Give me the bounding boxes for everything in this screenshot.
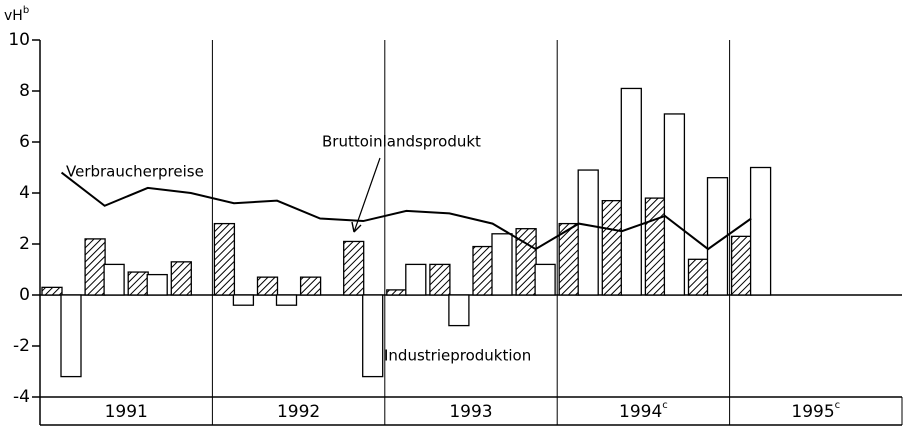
y-label: vH — [4, 8, 23, 24]
bar — [170, 261, 192, 296]
bar — [213, 222, 236, 296]
year-label: 1994c — [619, 400, 668, 422]
bar — [601, 199, 623, 296]
bar — [299, 276, 322, 296]
line — [60, 171, 752, 251]
annotation-arrow — [353, 157, 381, 233]
bar — [620, 87, 642, 296]
bar — [491, 233, 513, 296]
bar — [730, 235, 753, 296]
year-label: 1993 — [449, 402, 492, 422]
year-text: 1992 — [277, 402, 320, 422]
year-text: 1993 — [449, 402, 492, 422]
series-label: Bruttoinlandsprodukt — [322, 133, 481, 151]
series-label: Verbraucherpreise — [66, 163, 204, 181]
arrow-head — [351, 221, 362, 233]
bar — [644, 197, 667, 296]
y-tick-label: 4 — [19, 183, 30, 203]
bar — [749, 166, 772, 296]
bar — [577, 169, 599, 296]
year-sup: c — [662, 400, 668, 411]
year-label: 1991 — [105, 402, 148, 422]
y-tick-label: 8 — [19, 81, 30, 101]
y-tick-label: -2 — [13, 336, 30, 356]
bar — [663, 113, 686, 296]
bar — [405, 263, 427, 296]
bar — [275, 294, 298, 306]
y-tick-label: 0 — [19, 285, 30, 305]
y-tick-label: 10 — [8, 30, 30, 50]
year-text: 1995 — [791, 402, 834, 422]
bar — [103, 263, 125, 296]
bar — [146, 273, 168, 296]
series-label: Industrieproduktion — [384, 347, 531, 365]
bar — [60, 294, 82, 378]
y-tick-label: 6 — [19, 132, 30, 152]
y-tick-label: 2 — [19, 234, 30, 254]
year-text: 1991 — [105, 402, 148, 422]
bar — [41, 286, 63, 296]
y-tick-label: -4 — [13, 387, 30, 407]
bar — [472, 245, 494, 296]
bar — [448, 294, 470, 327]
bar — [534, 263, 556, 296]
bar — [343, 240, 365, 296]
bar — [127, 271, 149, 296]
year-label: 1992 — [277, 402, 320, 422]
bar — [84, 238, 106, 296]
bar — [362, 294, 384, 378]
bar — [386, 289, 408, 296]
y-axis-label: vHb — [4, 5, 29, 24]
y-label-sup: b — [23, 5, 29, 16]
bar — [429, 263, 451, 296]
bar — [232, 294, 255, 306]
year-label: 1995c — [791, 400, 840, 422]
year-sup: c — [835, 400, 841, 411]
year-text: 1994 — [619, 402, 662, 422]
bar — [256, 276, 279, 296]
bar — [687, 258, 710, 296]
